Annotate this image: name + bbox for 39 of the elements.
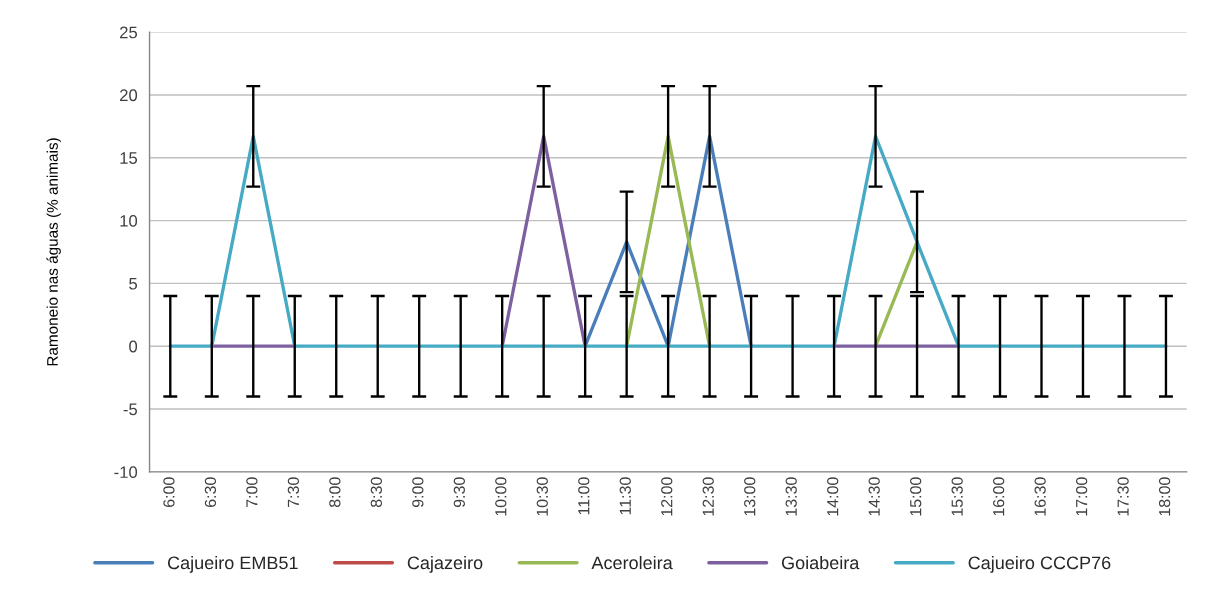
x-tick-label: 15:30 [951, 477, 963, 516]
x-tick-label: 17:30 [1117, 477, 1129, 516]
legend-label: Aceroleira [591, 555, 673, 570]
x-tick-label: 8:00 [329, 477, 341, 508]
x-tick-label: 9:00 [412, 477, 424, 508]
x-tick-label: 12:30 [702, 477, 714, 516]
x-tick-label: 10:00 [495, 477, 507, 516]
x-tick-label: 6:30 [204, 477, 217, 507]
legend-label: Cajazeiro [407, 555, 483, 573]
x-tick-label: 15:00 [910, 477, 922, 516]
x-tick-label: 14:30 [868, 477, 880, 516]
x-tick-label: 11:00 [578, 477, 590, 515]
y-tick-label: 5 [129, 277, 138, 290]
x-tick-label: 10:30 [536, 477, 548, 516]
y-tick-label: 20 [120, 89, 138, 102]
y-tick-label: 25 [120, 26, 138, 39]
x-tick-label: 13:00 [744, 477, 756, 516]
x-tick-label: 16:00 [992, 477, 1005, 516]
legend-label: Goiabeira [781, 555, 860, 570]
x-tick-label: 14:00 [827, 477, 839, 516]
x-tick-label: 9:30 [453, 477, 465, 508]
x-tick-label: 11:30 [619, 477, 631, 515]
y-tick-label: -5 [123, 403, 138, 416]
x-tick-label: 16:30 [1034, 477, 1046, 516]
x-tick-label: 12:00 [661, 477, 673, 516]
legend-label: Cajueiro CCCP76 [968, 555, 1111, 573]
y-axis-title: Ramoneio nas águas (% animais) [46, 138, 61, 366]
y-tick-label: 15 [120, 152, 138, 164]
x-tick-label: 17:00 [1075, 477, 1088, 516]
x-tick-label: 18:00 [1158, 477, 1171, 516]
x-tick-label: 6:00 [163, 477, 175, 507]
y-tick-label: -10 [114, 466, 138, 479]
legend-label: Cajueiro EMB51 [167, 555, 298, 573]
y-tick-label: 10 [120, 214, 138, 227]
x-tick-label: 7:00 [246, 477, 258, 507]
y-tick-label: 0 [129, 340, 138, 353]
x-tick-label: 8:30 [370, 477, 383, 508]
x-tick-label: 7:30 [287, 477, 300, 507]
x-tick-label: 13:30 [785, 477, 797, 516]
